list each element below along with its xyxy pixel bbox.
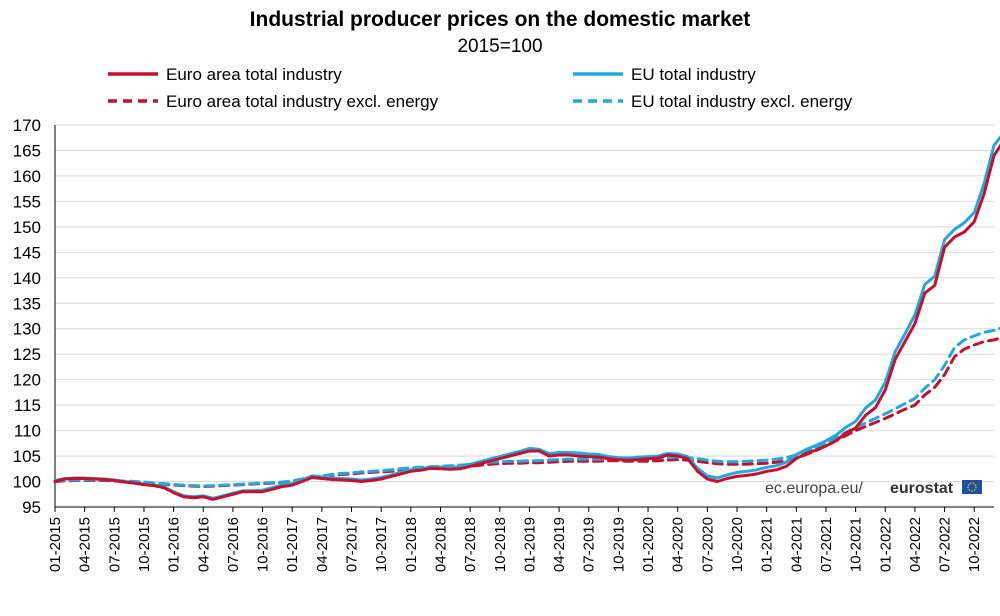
x-tick-label: 07-2016 [225,517,242,572]
y-axis: 95 100 105 110 115 120 125 130 135 140 145 150 155 16… [13,116,56,517]
x-tick-label: 07-2022 [937,517,954,572]
x-tick-label: 04-2017 [314,517,331,572]
y-tick-label: 95 [22,498,41,517]
legend-label: EU total industry excl. energy [631,92,853,111]
x-tick-label: 01-2018 [403,517,420,572]
x-tick-label: 04-2019 [551,517,568,572]
x-tick-label: 07-2021 [818,517,835,572]
source-brand: eurostat [890,480,954,497]
series-line-euro-area-total-industry-excl-energy [53,336,1000,489]
y-tick-label: 170 [13,116,41,135]
y-tick-label: 125 [13,345,41,364]
x-tick-label: 01-2015 [47,517,64,572]
y-tick-label: 105 [13,447,41,466]
source-note: ec.europa.eu/ eurostat [765,480,982,497]
series-lines [53,135,1000,501]
y-tick-label: 100 [13,473,41,492]
x-tick-label: 10-2019 [610,517,627,572]
y-tick-label: 155 [13,192,41,211]
x-tick-label: 10-2022 [966,517,983,572]
x-tick-label: 01-2021 [759,517,776,572]
series-line-eu-total-industry [53,135,1000,500]
eu-flag-icon [962,480,982,494]
x-tick-label: 10-2018 [492,517,509,572]
x-tick-label: 07-2018 [462,517,479,572]
legend-label: Euro area total industry [166,65,342,84]
series-line-euro-area-total-industry [53,143,1000,501]
source-site: ec.europa.eu/ [765,480,863,497]
y-tick-label: 160 [13,167,41,186]
x-tick-label: 01-2019 [521,517,538,572]
legend-label: Euro area total industry excl. energy [166,92,439,111]
x-tick-label: 01-2016 [166,517,183,572]
x-tick-label: 01-2017 [284,517,301,572]
x-tick-label: 07-2019 [581,517,598,572]
x-tick-label: 10-2017 [373,517,390,572]
y-tick-label: 110 [14,422,41,441]
legend: Euro area total industry EU total industr… [108,65,853,111]
y-tick-label: 150 [13,218,41,237]
x-tick-label: 10-2015 [136,517,153,572]
y-tick-label: 130 [13,320,41,339]
y-tick-label: 115 [14,396,41,415]
y-tick-label: 165 [13,141,41,160]
x-tick-label: 04-2016 [195,517,212,572]
x-tick-label: 07-2015 [106,517,123,572]
eu-stars-icon [967,482,977,492]
x-tick-label: 01-2020 [640,517,657,572]
legend-label: EU total industry [631,65,756,84]
x-tick-label: 10-2016 [255,517,272,572]
chart-subtitle: 2015=100 [457,36,543,57]
x-tick-label: 07-2020 [699,517,716,572]
y-tick-label: 145 [13,243,41,262]
x-tick-label: 04-2018 [432,517,449,572]
chart-title: Industrial producer prices on the domest… [249,8,751,31]
x-tick-label: 04-2020 [670,517,687,572]
x-axis: 01-2015 04-2015 07-2015 10-2015 01-2016 04-20… [47,506,994,572]
series-line-eu-total-industry-excl-energy [53,326,1000,488]
x-tick-label: 04-2021 [788,517,805,572]
x-tick-label: 10-2020 [729,517,746,572]
x-tick-label: 07-2017 [344,517,361,572]
grid-lines [55,124,994,483]
y-tick-label: 120 [13,371,41,390]
x-tick-label: 04-2022 [907,517,924,572]
x-tick-label: 01-2022 [877,517,894,572]
x-tick-label: 10-2021 [848,517,865,572]
y-tick-label: 135 [13,294,41,313]
x-tick-label: 04-2015 [77,517,94,572]
y-tick-label: 140 [13,269,41,288]
